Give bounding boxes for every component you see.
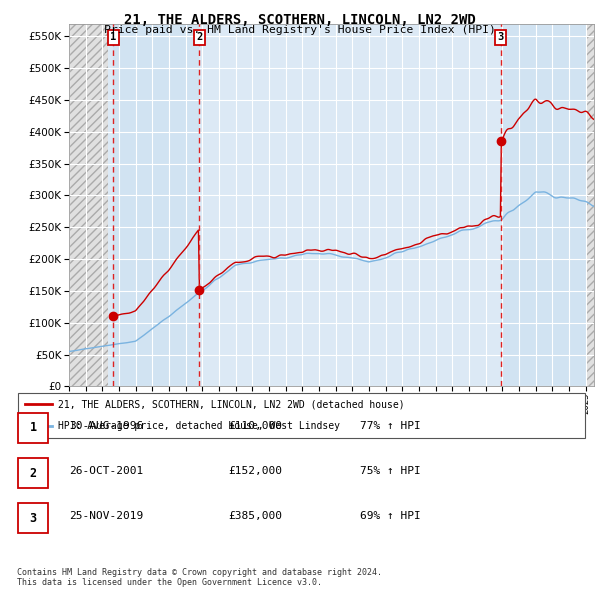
Text: 30-AUG-1996: 30-AUG-1996 xyxy=(69,421,143,431)
Text: 2: 2 xyxy=(196,32,202,42)
FancyBboxPatch shape xyxy=(18,393,585,438)
Text: 75% ↑ HPI: 75% ↑ HPI xyxy=(360,467,421,476)
Text: 3: 3 xyxy=(497,32,504,42)
Text: 25-NOV-2019: 25-NOV-2019 xyxy=(69,512,143,521)
Text: 2: 2 xyxy=(30,467,37,480)
Text: 69% ↑ HPI: 69% ↑ HPI xyxy=(360,512,421,521)
Text: Contains HM Land Registry data © Crown copyright and database right 2024.
This d: Contains HM Land Registry data © Crown c… xyxy=(17,568,382,587)
Text: 3: 3 xyxy=(30,512,37,525)
FancyBboxPatch shape xyxy=(19,458,48,488)
Text: 26-OCT-2001: 26-OCT-2001 xyxy=(69,467,143,476)
Bar xyxy=(500,24,586,386)
Bar xyxy=(69,24,109,386)
Text: 1: 1 xyxy=(30,421,37,434)
Text: £152,000: £152,000 xyxy=(228,467,282,476)
Text: Price paid vs. HM Land Registry's House Price Index (HPI): Price paid vs. HM Land Registry's House … xyxy=(104,25,496,35)
Bar xyxy=(586,24,594,386)
FancyBboxPatch shape xyxy=(19,413,48,442)
FancyBboxPatch shape xyxy=(19,503,48,533)
Text: 1: 1 xyxy=(110,32,116,42)
Text: £110,000: £110,000 xyxy=(228,421,282,431)
Text: 21, THE ALDERS, SCOTHERN, LINCOLN, LN2 2WD: 21, THE ALDERS, SCOTHERN, LINCOLN, LN2 2… xyxy=(124,13,476,27)
Text: HPI: Average price, detached house, West Lindsey: HPI: Average price, detached house, West… xyxy=(58,421,340,431)
Text: £385,000: £385,000 xyxy=(228,512,282,521)
Text: 21, THE ALDERS, SCOTHERN, LINCOLN, LN2 2WD (detached house): 21, THE ALDERS, SCOTHERN, LINCOLN, LN2 2… xyxy=(58,399,404,409)
Text: 77% ↑ HPI: 77% ↑ HPI xyxy=(360,421,421,431)
Bar xyxy=(113,24,199,386)
